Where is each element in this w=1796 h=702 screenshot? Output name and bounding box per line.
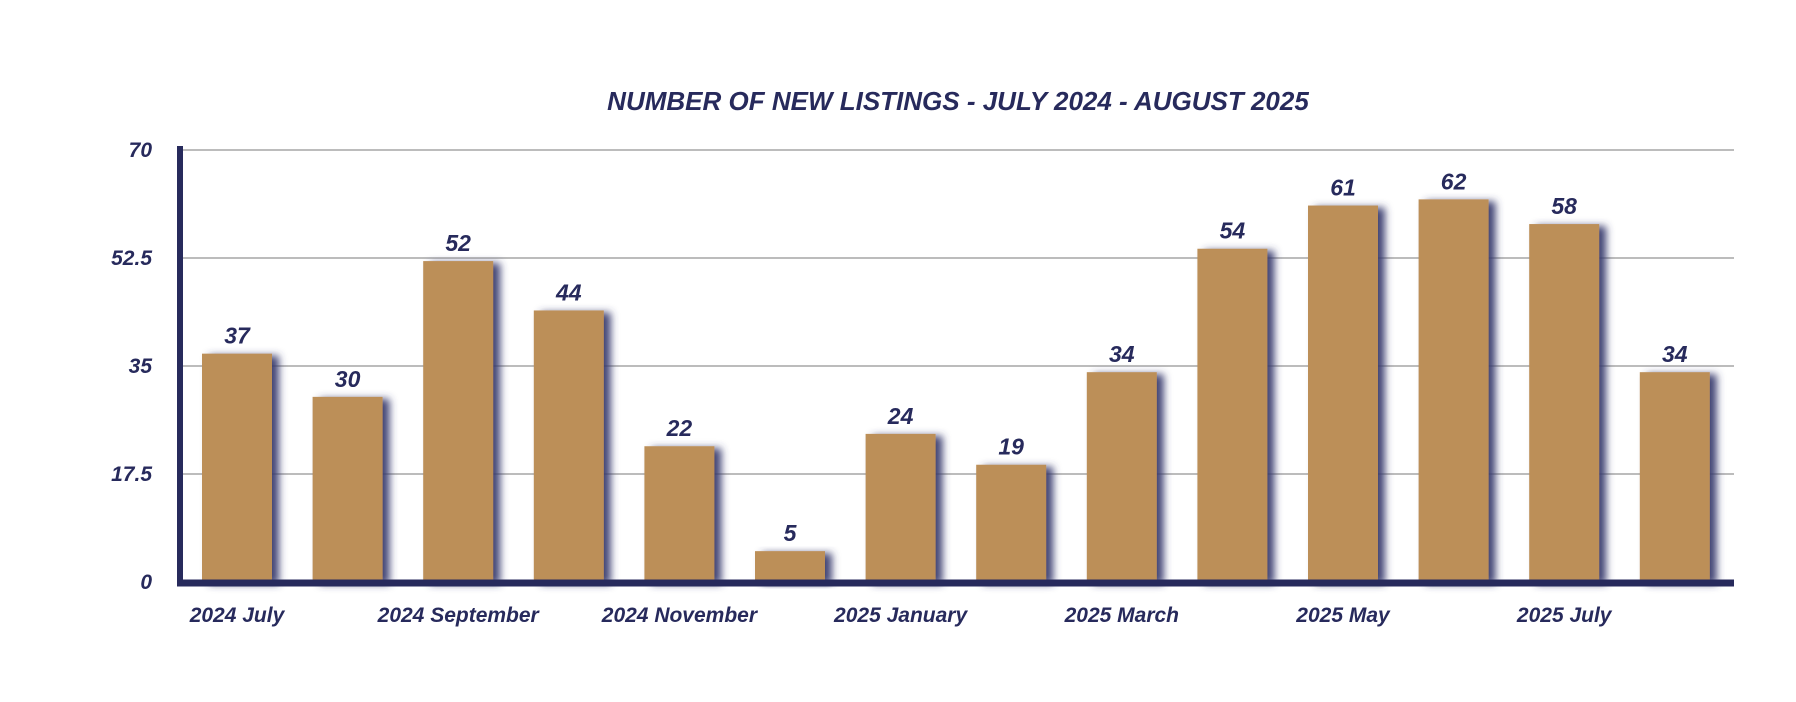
x-tick-label: 2025 July [1516, 604, 1613, 627]
bar [202, 353, 272, 582]
bar [1418, 199, 1489, 582]
data-labels: 37 30 52 44 22 5 24 19 34 54 61 62 58 34 [224, 168, 1688, 546]
bar [312, 396, 383, 582]
bar [533, 310, 604, 582]
bar [423, 261, 494, 582]
data-label: 44 [555, 279, 582, 305]
bar [976, 464, 1047, 582]
bar [865, 433, 936, 582]
x-tick-label: 2024 July [189, 604, 286, 627]
data-label: 58 [1551, 193, 1577, 219]
y-tick-label: 17.5 [111, 463, 152, 486]
data-label: 24 [887, 403, 914, 429]
bar [1529, 224, 1600, 583]
data-label: 30 [335, 366, 361, 392]
bars [202, 199, 1710, 583]
data-label: 22 [666, 415, 693, 441]
bar [1639, 372, 1710, 582]
x-tick-label: 2024 September [377, 604, 541, 627]
chart-title: NUMBER OF NEW LISTINGS - JULY 2024 - AUG… [607, 86, 1309, 116]
gridlines [183, 149, 1734, 475]
data-label: 37 [224, 323, 251, 349]
x-tick-label: 2025 January [833, 604, 968, 627]
bar [1197, 248, 1268, 582]
data-label: 54 [1220, 218, 1246, 244]
bar [1308, 205, 1378, 583]
y-tick-label: 52.5 [111, 247, 152, 270]
bar [644, 446, 715, 582]
data-label: 61 [1330, 175, 1356, 201]
x-tick-label: 2025 March [1064, 604, 1179, 627]
data-label: 62 [1441, 168, 1467, 194]
data-label: 52 [445, 230, 471, 256]
data-label: 19 [998, 434, 1024, 460]
y-tick-label: 70 [129, 139, 153, 162]
data-label: 5 [784, 520, 798, 546]
data-label: 34 [1662, 341, 1688, 367]
y-tick-label: 35 [129, 355, 153, 378]
axes: 0 17.5 35 52.5 70 2024 July 2024 September 2024… [111, 139, 1734, 627]
data-label: 34 [1109, 341, 1135, 367]
bar [755, 551, 825, 582]
bar [1086, 372, 1157, 582]
x-tick-label: 2024 November [601, 604, 759, 627]
y-tick-label: 0 [140, 571, 152, 594]
x-tick-label: 2025 May [1295, 604, 1391, 627]
